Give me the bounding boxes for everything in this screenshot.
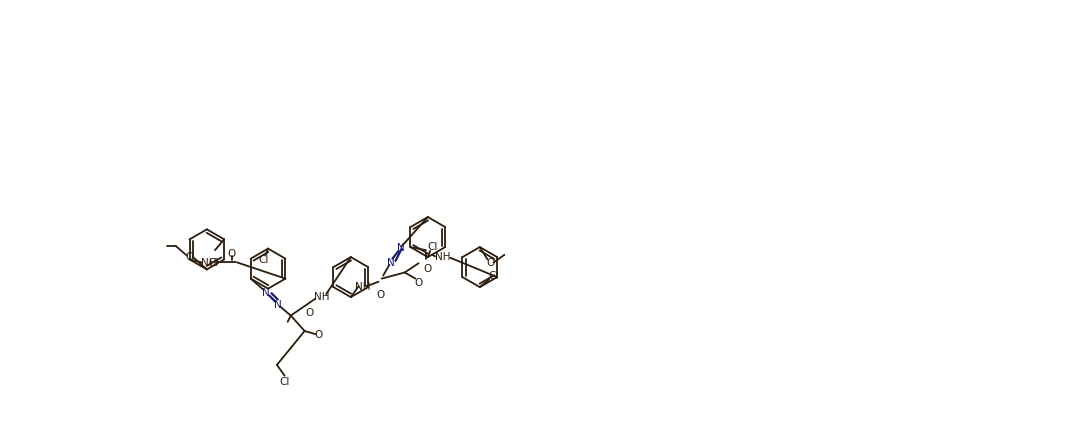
Text: Cl: Cl [279, 376, 290, 386]
Text: NH: NH [355, 282, 370, 292]
Text: NH: NH [201, 258, 217, 268]
Text: N: N [387, 257, 395, 267]
Text: O: O [375, 289, 384, 299]
Text: O: O [228, 249, 236, 258]
Text: Cl: Cl [427, 242, 438, 252]
Text: O: O [423, 263, 432, 273]
Text: O: O [305, 307, 313, 317]
Text: Cl: Cl [258, 255, 269, 265]
Text: Cl: Cl [208, 257, 219, 267]
Text: O: O [487, 258, 494, 268]
Text: N: N [262, 288, 270, 298]
Text: O: O [314, 329, 323, 339]
Text: Cl: Cl [489, 270, 498, 280]
Text: O: O [414, 277, 423, 287]
Text: NH: NH [435, 252, 451, 262]
Text: O: O [186, 251, 194, 261]
Text: N: N [274, 299, 282, 309]
Text: N: N [397, 243, 405, 252]
Text: NH: NH [314, 291, 329, 301]
